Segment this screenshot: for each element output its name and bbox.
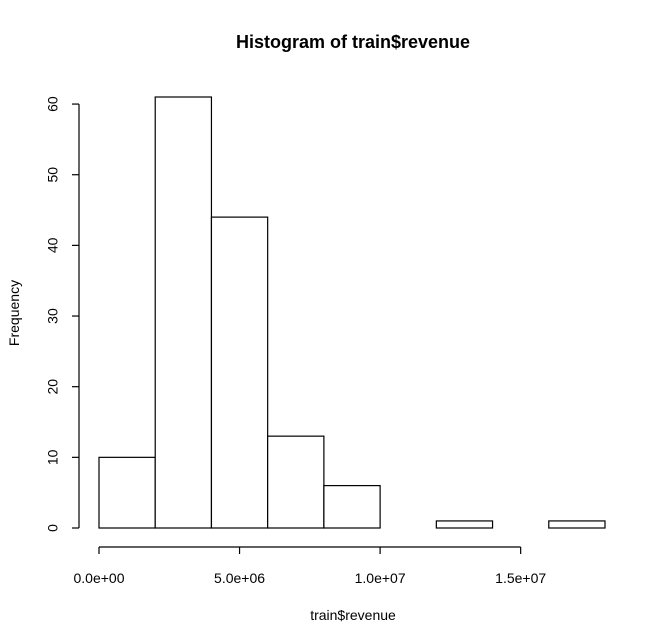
x-axis-label: train$revenue <box>310 607 396 623</box>
histogram-bar <box>323 485 381 529</box>
y-tick-label: 60 <box>45 96 61 112</box>
y-axis-label: Frequency <box>6 280 22 346</box>
histogram-bar <box>210 216 269 529</box>
histogram-bar <box>267 435 325 529</box>
x-tick-label: 1.5e+07 <box>495 570 546 586</box>
histogram-bar <box>98 456 156 529</box>
x-tick-label: 0.0e+00 <box>74 570 125 586</box>
histogram-bar <box>154 96 213 529</box>
y-axis: 0 10 20 30 40 50 60 <box>45 96 80 532</box>
histogram-bar <box>435 520 494 529</box>
x-tick-label: 1.0e+07 <box>355 570 406 586</box>
chart-title: Histogram of train$revenue <box>236 32 470 52</box>
y-tick-label: 0 <box>45 524 61 532</box>
bars-group <box>98 96 606 529</box>
x-axis: 0.0e+00 5.0e+06 1.0e+07 1.5e+07 <box>74 546 546 586</box>
y-tick-label: 30 <box>45 308 61 324</box>
y-tick-label: 40 <box>45 237 61 253</box>
y-tick-label: 50 <box>45 167 61 183</box>
y-tick-label: 20 <box>45 379 61 395</box>
y-tick-label: 10 <box>45 449 61 465</box>
histogram-bar <box>548 520 606 529</box>
x-tick-label: 5.0e+06 <box>214 570 265 586</box>
